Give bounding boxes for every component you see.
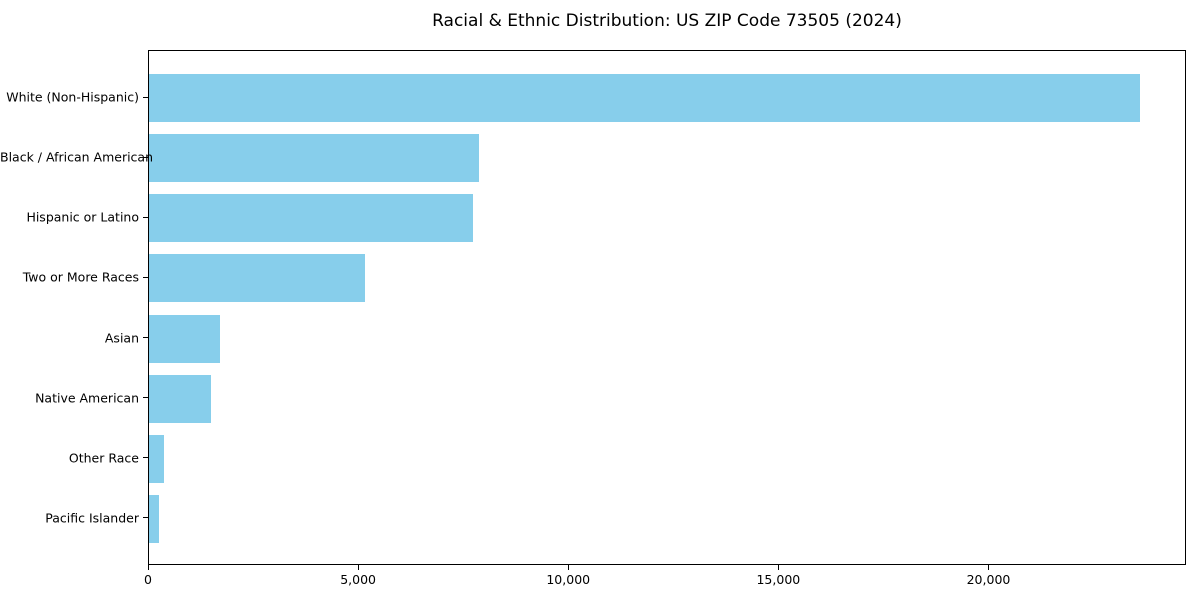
y-tick-label-pacific-islander: Pacific Islander (45, 510, 139, 526)
bar-hispanic-or-latino (149, 194, 473, 243)
x-tick-mark (358, 565, 360, 570)
y-tick-mark (143, 276, 148, 278)
x-tick-mark (988, 565, 990, 570)
x-tick-mark (778, 565, 780, 570)
x-tick-label-20-000: 20,000 (966, 572, 1011, 587)
x-tick-mark (568, 565, 570, 570)
x-tick-label-15-000: 15,000 (756, 572, 801, 587)
bar-two-or-more-races (149, 254, 365, 303)
y-tick-mark (143, 96, 148, 98)
y-tick-mark (143, 337, 148, 338)
y-tick-mark (143, 216, 148, 218)
bar-black-african-american (149, 134, 480, 183)
y-tick-mark (143, 517, 148, 519)
bar-asian (149, 314, 221, 363)
x-tick-mark (148, 565, 149, 570)
bar-pacific-islander (149, 494, 160, 543)
y-tick-mark (143, 156, 148, 158)
x-tick-label-10-000: 10,000 (546, 572, 591, 587)
y-tick-mark (143, 397, 148, 399)
y-tick-label-hispanic-or-latino: Hispanic or Latino (26, 209, 139, 225)
y-tick-mark (143, 457, 148, 459)
bar-other-race (149, 434, 165, 483)
y-tick-label-other-race: Other Race (68, 450, 139, 466)
bar-native-american (149, 374, 212, 423)
chart-title: Racial & Ethnic Distribution: US ZIP Cod… (432, 11, 902, 31)
y-tick-label-two-or-more-races: Two or More Races (22, 269, 139, 285)
y-tick-label-black-african-american: Black / African American (0, 149, 154, 165)
y-tick-label-native-american: Native American (35, 390, 139, 406)
x-tick-label-5-000: 5,000 (340, 572, 377, 587)
x-tick-label-0: 0 (144, 572, 152, 587)
plot-area (148, 50, 1186, 565)
bar-white-non-hispanic (149, 74, 1140, 123)
y-tick-label-white-non-hispanic: White (Non-Hispanic) (6, 89, 139, 105)
y-tick-label-asian: Asian (104, 330, 139, 345)
